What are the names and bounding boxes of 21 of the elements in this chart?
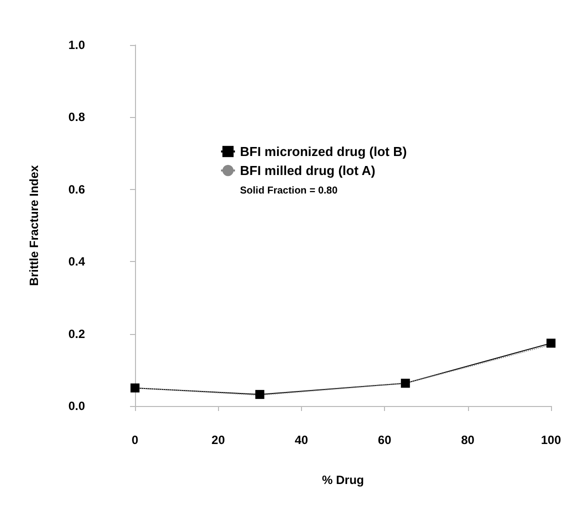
y-tick-label: 0.0 — [68, 399, 86, 413]
point — [546, 338, 556, 348]
y-tick-label: 0.8 — [68, 110, 86, 124]
x-tick-label: 40 — [294, 433, 308, 447]
point — [255, 390, 264, 399]
x-axis-title: % Drug — [322, 473, 364, 487]
y-tick-label: 0.6 — [68, 182, 86, 196]
y-axis-title: Brittle Fracture Index — [27, 164, 41, 286]
y-tick-label: 1.0 — [68, 38, 86, 52]
legend-label: BFI micronized drug (lot B) — [240, 144, 407, 159]
x-tick-label: 80 — [461, 433, 475, 447]
point — [130, 383, 140, 392]
x-tick-label: 0 — [132, 433, 139, 447]
x-tick-label: 20 — [212, 433, 226, 447]
x-tick-label: 60 — [378, 433, 392, 447]
y-tick-label: 0.4 — [68, 254, 86, 269]
legend-label: BFI milled drug (lot A) — [240, 163, 376, 178]
point — [400, 378, 410, 388]
y-tick-label: 0.2 — [68, 326, 86, 341]
x-tick-label: 100 — [540, 433, 562, 447]
annotation: Solid Fraction = 0.80 — [240, 186, 338, 196]
